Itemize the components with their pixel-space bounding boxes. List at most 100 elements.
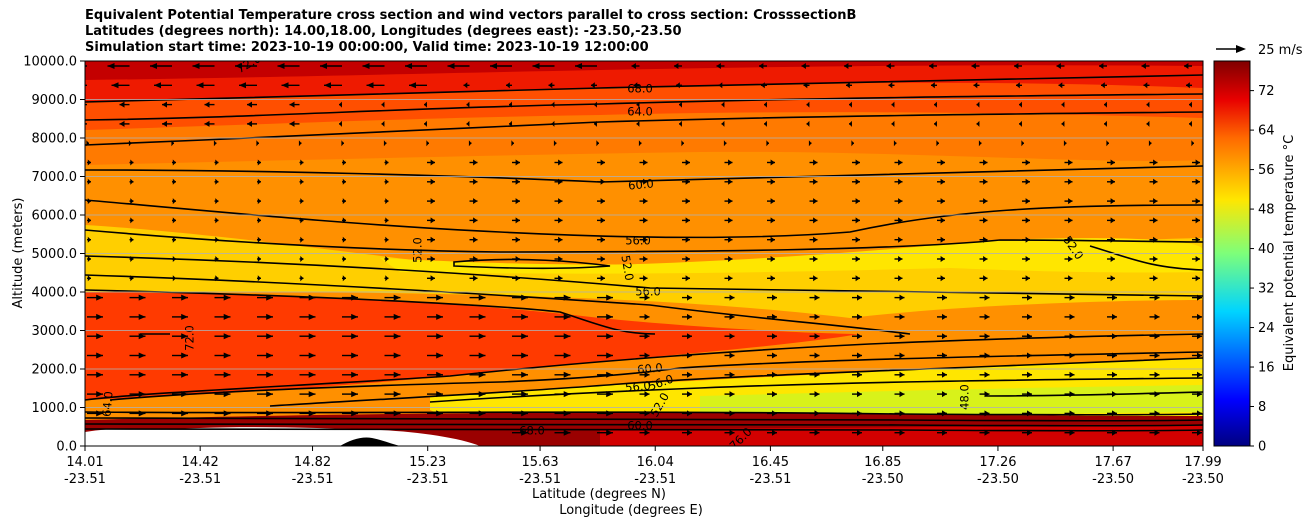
wind-vector-head [223,371,231,378]
wind-vector-head [1068,198,1073,205]
wind-vector-head [181,371,188,378]
contour-label: 48.0 [958,384,972,410]
wind-vector-head [770,275,775,282]
wind-vector-head [96,333,103,340]
title-line-1: Equivalent Potential Temperature cross s… [85,8,857,23]
wind-vector-head [772,371,777,378]
wind-vector-head [1154,333,1160,340]
wind-vector-head [300,217,304,224]
wind-vector-head [215,198,219,205]
wind-vector-head [172,236,176,243]
wind-vector-head [436,352,443,359]
x-tick-label-lon: -23.51 [179,472,221,487]
wind-vector-head [172,198,176,205]
wind-vector-head [247,120,252,127]
wind-vector-head [558,217,563,224]
wind-vector-head [857,429,862,436]
wind-vector-head [509,101,512,108]
wind-vector-head [814,371,820,378]
contour-line [85,417,1203,422]
wind-vector-head [1025,256,1030,262]
wind-vector-head [300,275,304,282]
wind-vector-head [324,82,331,89]
wind-vector-head [636,120,640,127]
wind-vector-head [814,391,820,398]
wind-vector-head [298,140,302,147]
wind-vector-head [1027,410,1032,417]
wind-vector-head [1112,429,1117,436]
wind-vector-head [300,159,304,166]
contour-label: 64.0 [99,391,115,418]
wind-vector-head [515,236,520,243]
wind-vector-head [1027,313,1032,320]
wind-vector-head [728,178,733,185]
wind-vector-head [181,294,188,301]
wind-vector-head [674,63,679,69]
colorbar-tick-label: 64 [1258,124,1275,139]
wind-vector-head [342,178,346,185]
wind-vector-head [281,82,289,89]
wind-vector-head [729,429,735,436]
wind-vector-head [940,275,945,282]
wind-vector-head [644,313,650,320]
wind-vector-head [1195,198,1200,205]
wind-vector-head [1154,410,1160,417]
wind-vector-head [729,294,735,301]
wind-vector-head [1056,63,1061,69]
wind-vector-head [759,63,764,69]
y-gridlines [85,99,1203,408]
wind-vector-head [385,178,389,185]
wind-vector-head [478,333,486,340]
contour-line [109,351,1203,401]
wind-vector-head [172,256,176,262]
wind-vector-head [515,198,520,205]
wind-vector-head [814,352,820,359]
wind-vector-head [138,294,146,301]
contour-line [85,333,1203,401]
y-tick-label: 7000.0 [32,170,78,185]
wind-vector-head [898,159,903,166]
wind-vector-head [643,178,648,185]
wind-vector-head [181,352,188,359]
quiver-key-label: 25 m/s [1258,43,1303,58]
wind-vector-head [844,63,849,69]
wind-vector-head [339,101,342,108]
wind-vector-head [976,101,980,108]
wind-vector-head [215,256,219,262]
wind-vector-head [308,410,316,417]
wind-vector-head [473,256,478,262]
wind-vector-head [1069,371,1075,378]
wind-vector-head [814,294,820,301]
wind-vector-head [685,236,690,243]
contour-label: 52.0 [411,237,425,263]
wind-vector-head [154,82,161,89]
wind-vector-head [1110,178,1115,185]
wind-vector-head [1110,256,1115,262]
x-tick-label-lat: 17.67 [1095,455,1132,470]
wind-vector-head [857,410,862,417]
wind-vector-head [1101,82,1105,89]
x-tick-label-lon: -23.50 [977,472,1019,487]
wind-vector-head [940,198,945,205]
wind-vector-head [1154,313,1160,320]
wind-vector-head [1143,82,1148,89]
wind-vector-head [770,217,775,224]
wind-vector-head [1146,120,1150,127]
wind-vector-head [1099,63,1104,69]
wind-vector-head [1068,178,1073,185]
wind-vector-head [813,256,818,262]
wind-vector-head [87,275,91,282]
wind-vector-head [1027,352,1032,359]
wind-vector-head [679,120,682,127]
x-tick-label-lon: -23.51 [634,472,676,487]
wind-vector-head [643,217,648,224]
wind-vector-head [521,294,528,301]
wind-vector-head [366,82,374,89]
wind-vector-head [606,429,613,436]
wind-vector-head [96,391,103,398]
contour-line [1089,245,1203,271]
wind-vector-head [181,333,188,340]
wind-vector-head [644,294,650,301]
plot-area: 68.064.060.056.052.052.052.056.060.056.0… [85,61,1203,446]
x-tick-label-lon: -23.51 [64,472,106,487]
